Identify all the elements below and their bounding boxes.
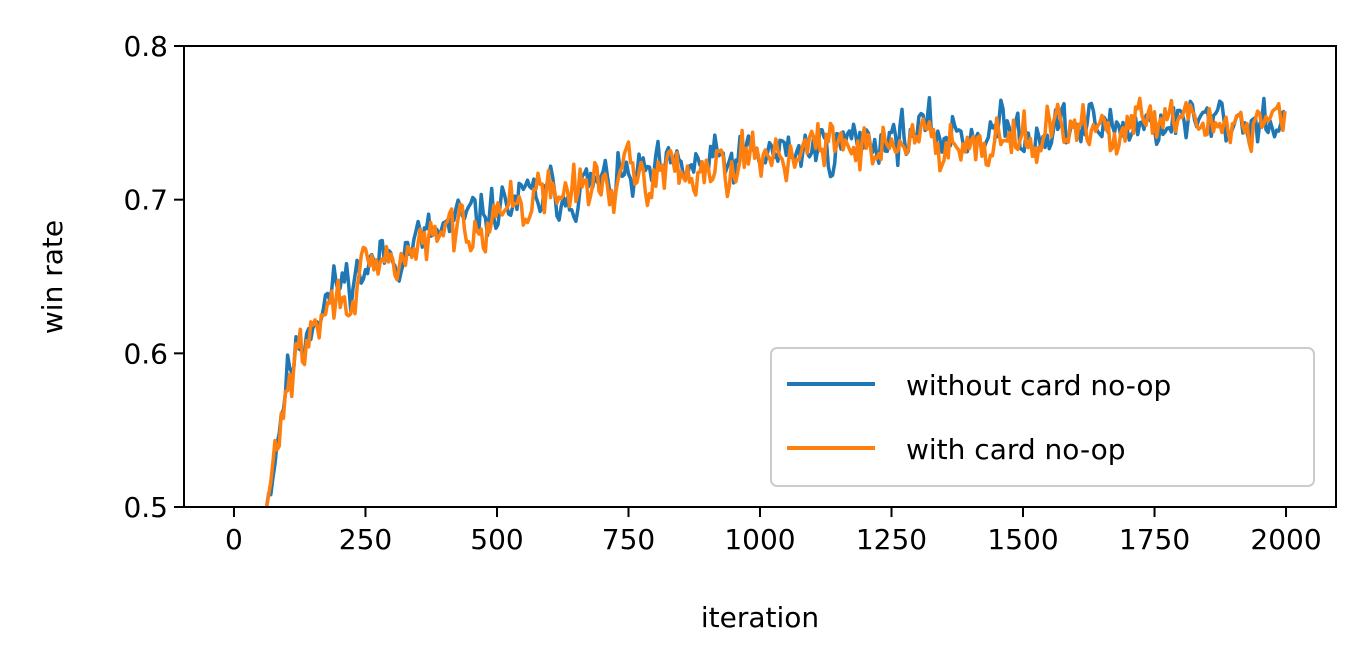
x-tick-label: 1000	[724, 523, 795, 556]
x-tick-label: 500	[470, 523, 523, 556]
y-axis: 0.5 0.6 0.7 0.8	[123, 30, 184, 524]
legend-label-series-2: with card no-op	[906, 433, 1125, 466]
x-tick-label: 1250	[856, 523, 927, 556]
plot-series	[264, 96, 1287, 507]
x-tick-label: 250	[339, 523, 392, 556]
y-tick-label: 0.5	[123, 491, 168, 524]
x-tick-label: 0	[225, 523, 243, 556]
x-tick-label: 1500	[987, 523, 1058, 556]
x-tick-label: 750	[602, 523, 655, 556]
y-tick-label: 0.7	[123, 184, 168, 217]
y-tick-label: 0.8	[123, 30, 168, 63]
x-tick-label: 2000	[1250, 523, 1321, 556]
x-axis: 0 250 500 750 1000 1250 1500 1750 2000	[225, 507, 1322, 556]
y-tick-label: 0.6	[123, 337, 168, 370]
legend-label-series-1: without card no-op	[906, 369, 1171, 402]
y-axis-label: win rate	[36, 220, 69, 334]
x-tick-label: 1750	[1119, 523, 1190, 556]
legend: without card no-op with card no-op	[770, 347, 1315, 487]
x-axis-label: iteration	[701, 601, 819, 634]
legend-box	[770, 347, 1315, 487]
series-line-2	[264, 96, 1287, 507]
